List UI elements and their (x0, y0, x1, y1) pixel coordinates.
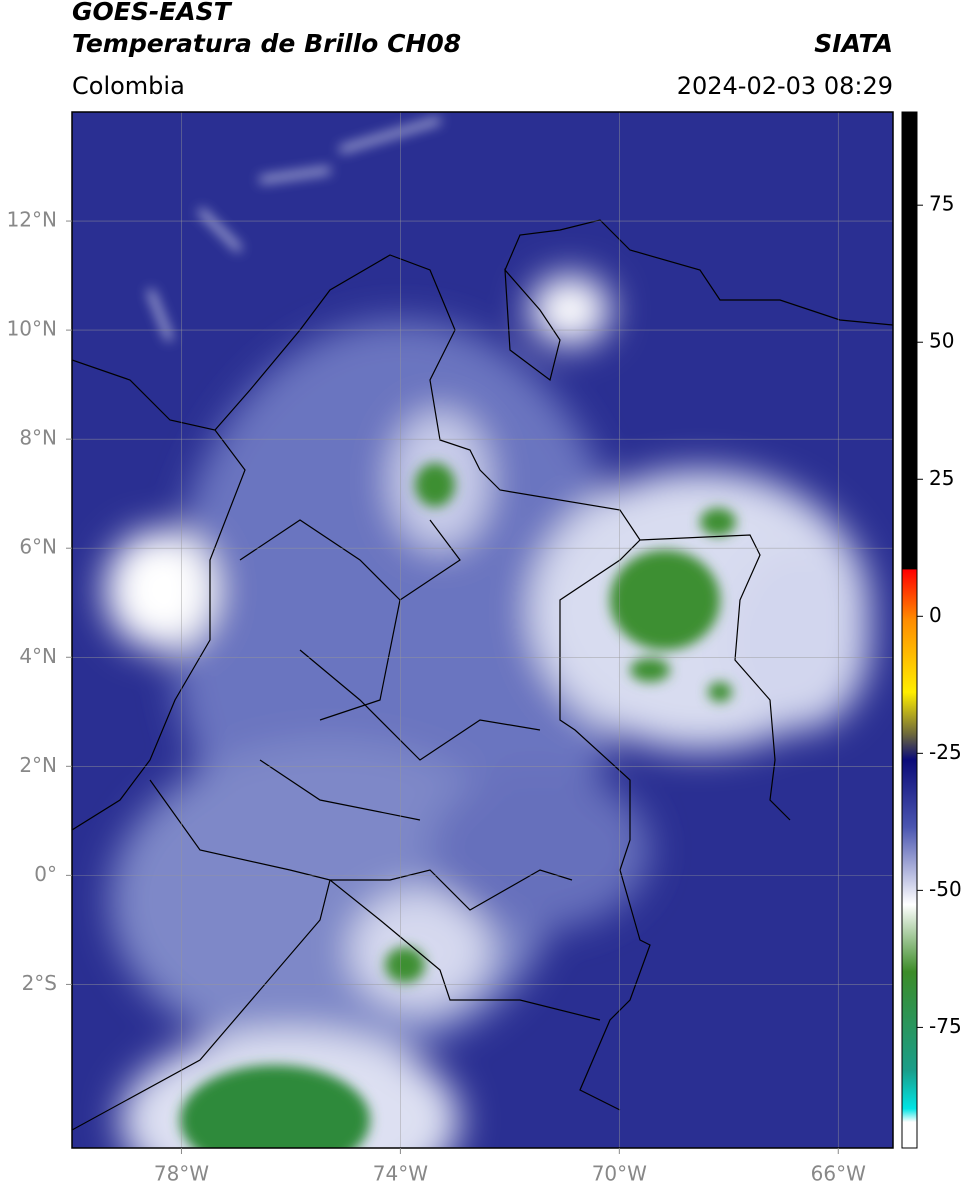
colorbar-label: -50 (929, 877, 962, 901)
y-tick-label: 0° (34, 862, 57, 886)
colorbar-label: 75 (929, 192, 954, 216)
x-tick-label: 74°W (373, 1162, 428, 1186)
colorbar-label: -25 (929, 740, 962, 764)
colorbar-label: 50 (929, 329, 954, 353)
x-tick-label: 70°W (592, 1162, 647, 1186)
y-tick-label: 6°N (19, 535, 57, 559)
region: Colombia (72, 72, 185, 100)
title: GOES-EAST (72, 0, 233, 26)
satellite-image (72, 112, 893, 1148)
x-tick-label: 78°W (154, 1162, 209, 1186)
y-tick-label: 2°N (19, 753, 57, 777)
colorbar (901, 111, 918, 1149)
colorbar-label: -75 (929, 1014, 962, 1038)
timestamp: 2024-02-03 08:29 (677, 72, 893, 100)
x-tick-label: 66°W (811, 1162, 866, 1186)
y-tick-label: 8°N (19, 426, 57, 450)
y-tick-label: 12°N (7, 208, 57, 232)
y-tick-label: 4°N (19, 644, 57, 668)
grid (72, 112, 893, 1148)
y-tick-label: 10°N (7, 317, 57, 341)
y-tick-label: 2°S (22, 971, 57, 995)
title: Temperatura de Brillo CH08 (72, 29, 461, 58)
source: SIATA (814, 29, 893, 58)
colorbar-label: 25 (929, 466, 954, 490)
colorbar-label: 0 (929, 603, 942, 627)
map-frame (71, 111, 894, 1149)
